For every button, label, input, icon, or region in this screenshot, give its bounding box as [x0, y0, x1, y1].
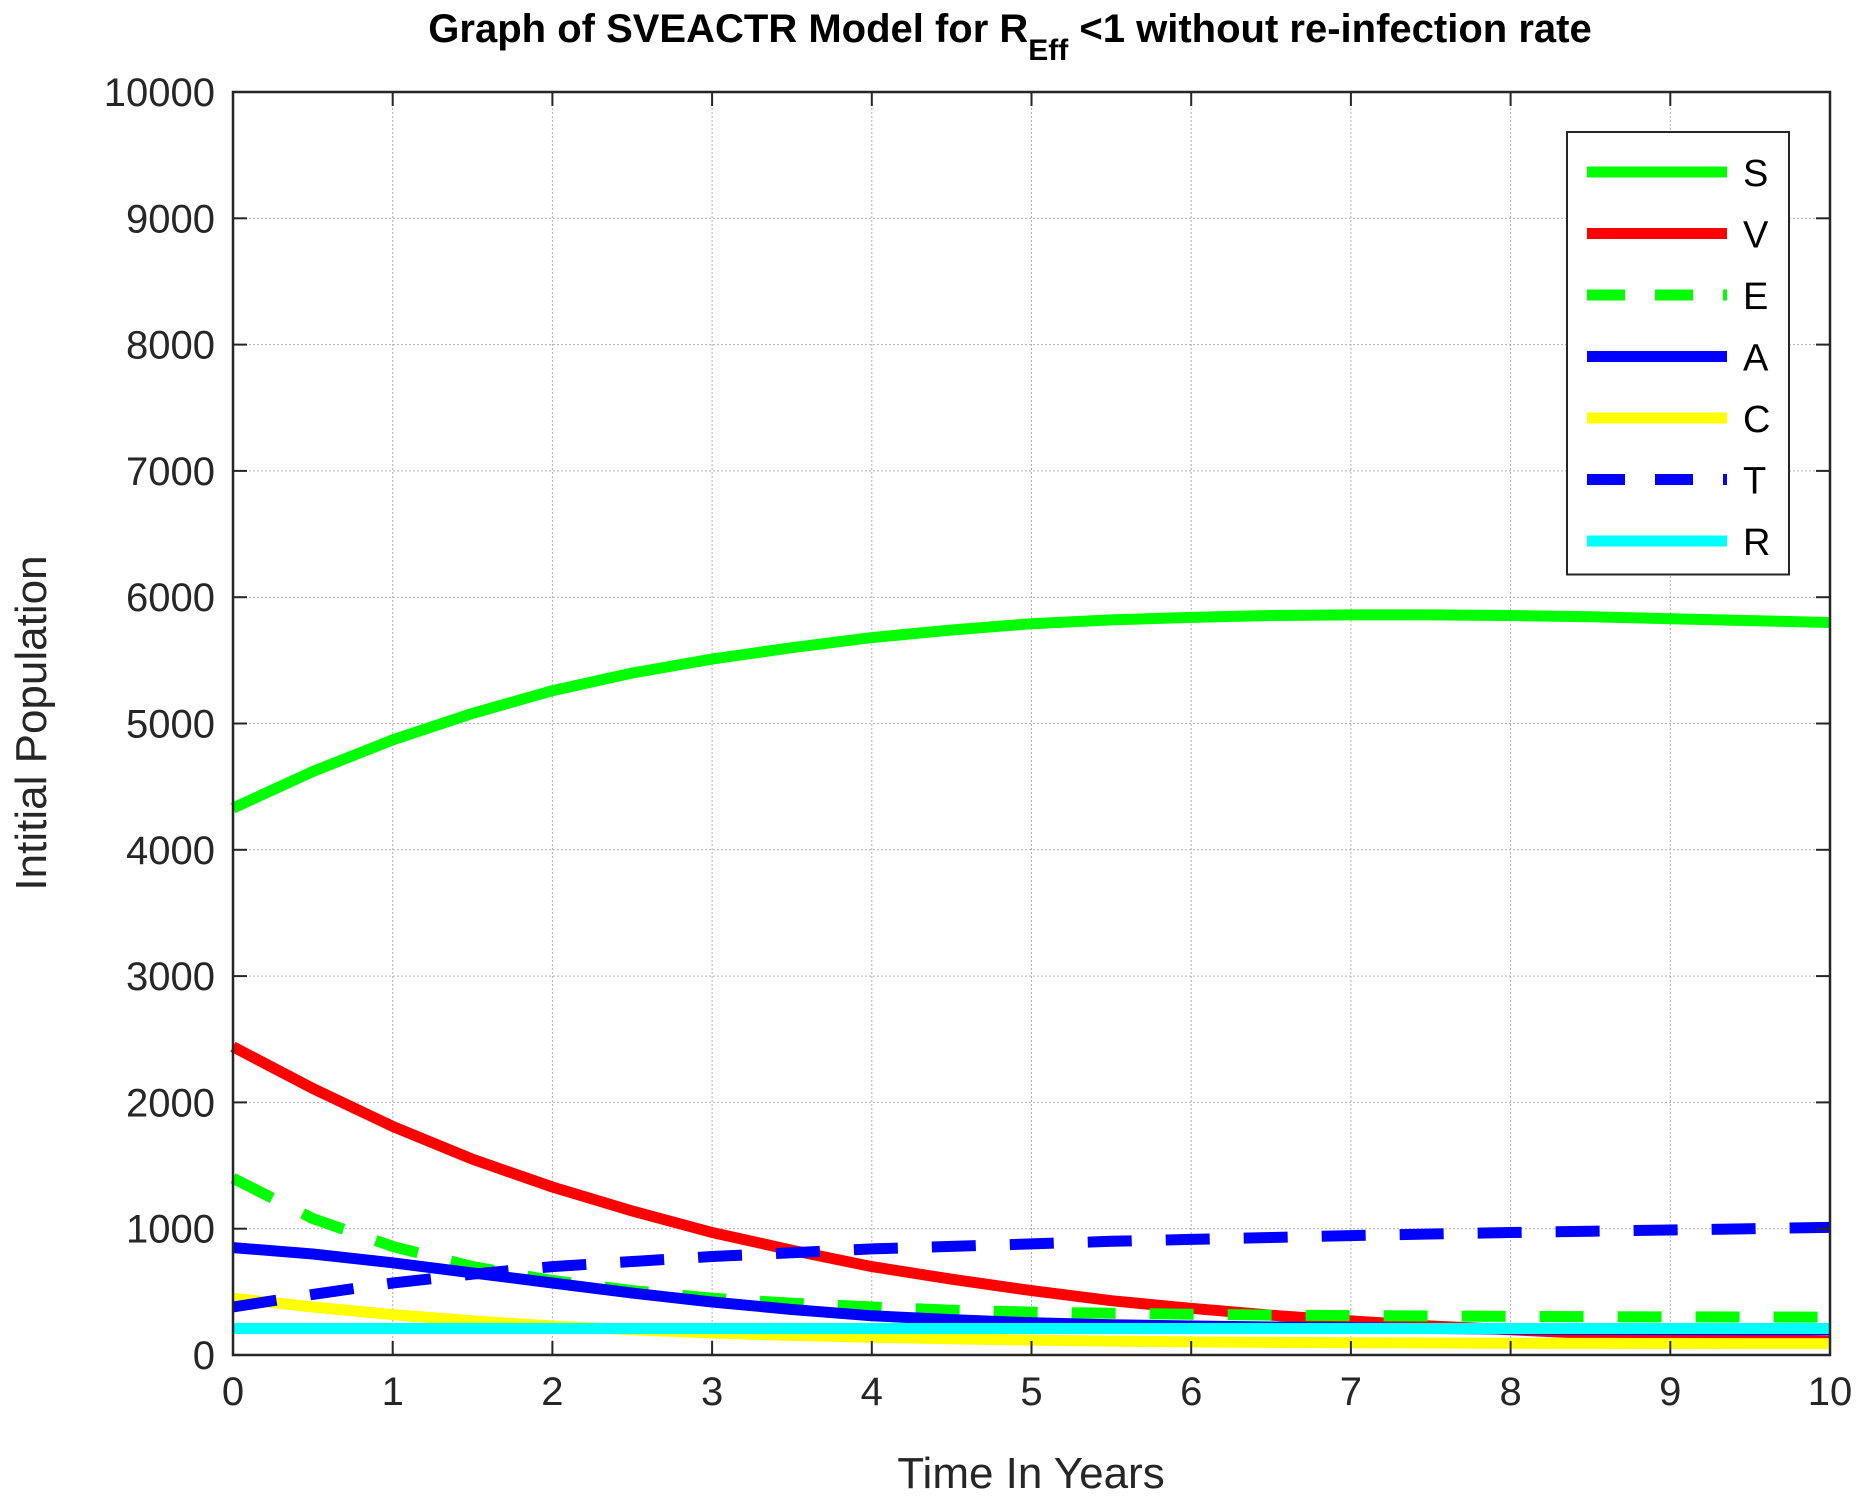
legend-label-e: E	[1743, 276, 1768, 318]
series-layer	[230, 609, 1831, 1350]
x-tick-label: 0	[222, 1370, 244, 1414]
x-tick-label: 3	[701, 1370, 723, 1414]
chart-title: Graph of SVEACTR Model for REff <1 witho…	[428, 7, 1591, 67]
legend-label-t: T	[1743, 461, 1766, 503]
x-tick-label: 8	[1499, 1370, 1521, 1414]
series-line-t	[232, 1221, 1831, 1313]
legend: SVEACTR	[1566, 131, 1790, 576]
series-line-c	[232, 1292, 1830, 1350]
legend-label-s: S	[1743, 153, 1768, 195]
x-tick-label: 9	[1659, 1370, 1681, 1414]
chart-title-subscript: Eff	[1028, 34, 1069, 67]
x-tick-label: 5	[1020, 1370, 1042, 1414]
x-tick-label: 6	[1180, 1370, 1202, 1414]
y-tick-label: 7000	[126, 450, 215, 494]
x-tick-label: 2	[541, 1370, 563, 1414]
x-tick-label: 4	[861, 1370, 883, 1414]
series-line-e	[230, 1173, 1831, 1323]
legend-label-c: C	[1743, 399, 1770, 441]
legend-label-v: V	[1743, 215, 1769, 257]
x-tick-label: 1	[382, 1370, 404, 1414]
series-line-s	[230, 609, 1831, 814]
y-axis-label: Intitial Population	[7, 555, 56, 890]
chart-title-suffix: <1 without re-infection rate	[1068, 7, 1591, 51]
y-tick-label: 3000	[126, 955, 215, 999]
y-tick-label: 0	[193, 1334, 215, 1378]
grid-lines	[233, 92, 1830, 1355]
y-tick-label: 5000	[126, 703, 215, 747]
chart-title-main: Graph of SVEACTR Model for R	[428, 7, 1028, 51]
axis-ticks: 0 1 2 3 4 5 6 7 8 9 10 0 1000 2000 3000 4000 5000 6000 700…	[104, 71, 1852, 1414]
y-tick-label: 8000	[126, 324, 215, 368]
legend-label-a: A	[1743, 338, 1769, 380]
y-tick-label: 1000	[126, 1208, 215, 1252]
y-tick-label: 4000	[126, 829, 215, 873]
legend-label-r: R	[1743, 522, 1770, 564]
y-tick-label: 10000	[104, 71, 215, 115]
x-tick-label: 7	[1340, 1370, 1362, 1414]
y-tick-label: 2000	[126, 1081, 215, 1125]
y-tick-label: 9000	[126, 197, 215, 241]
y-tick-label: 6000	[126, 576, 215, 620]
x-tick-label: 10	[1808, 1370, 1853, 1414]
x-axis-label: Time In Years	[897, 1449, 1164, 1498]
